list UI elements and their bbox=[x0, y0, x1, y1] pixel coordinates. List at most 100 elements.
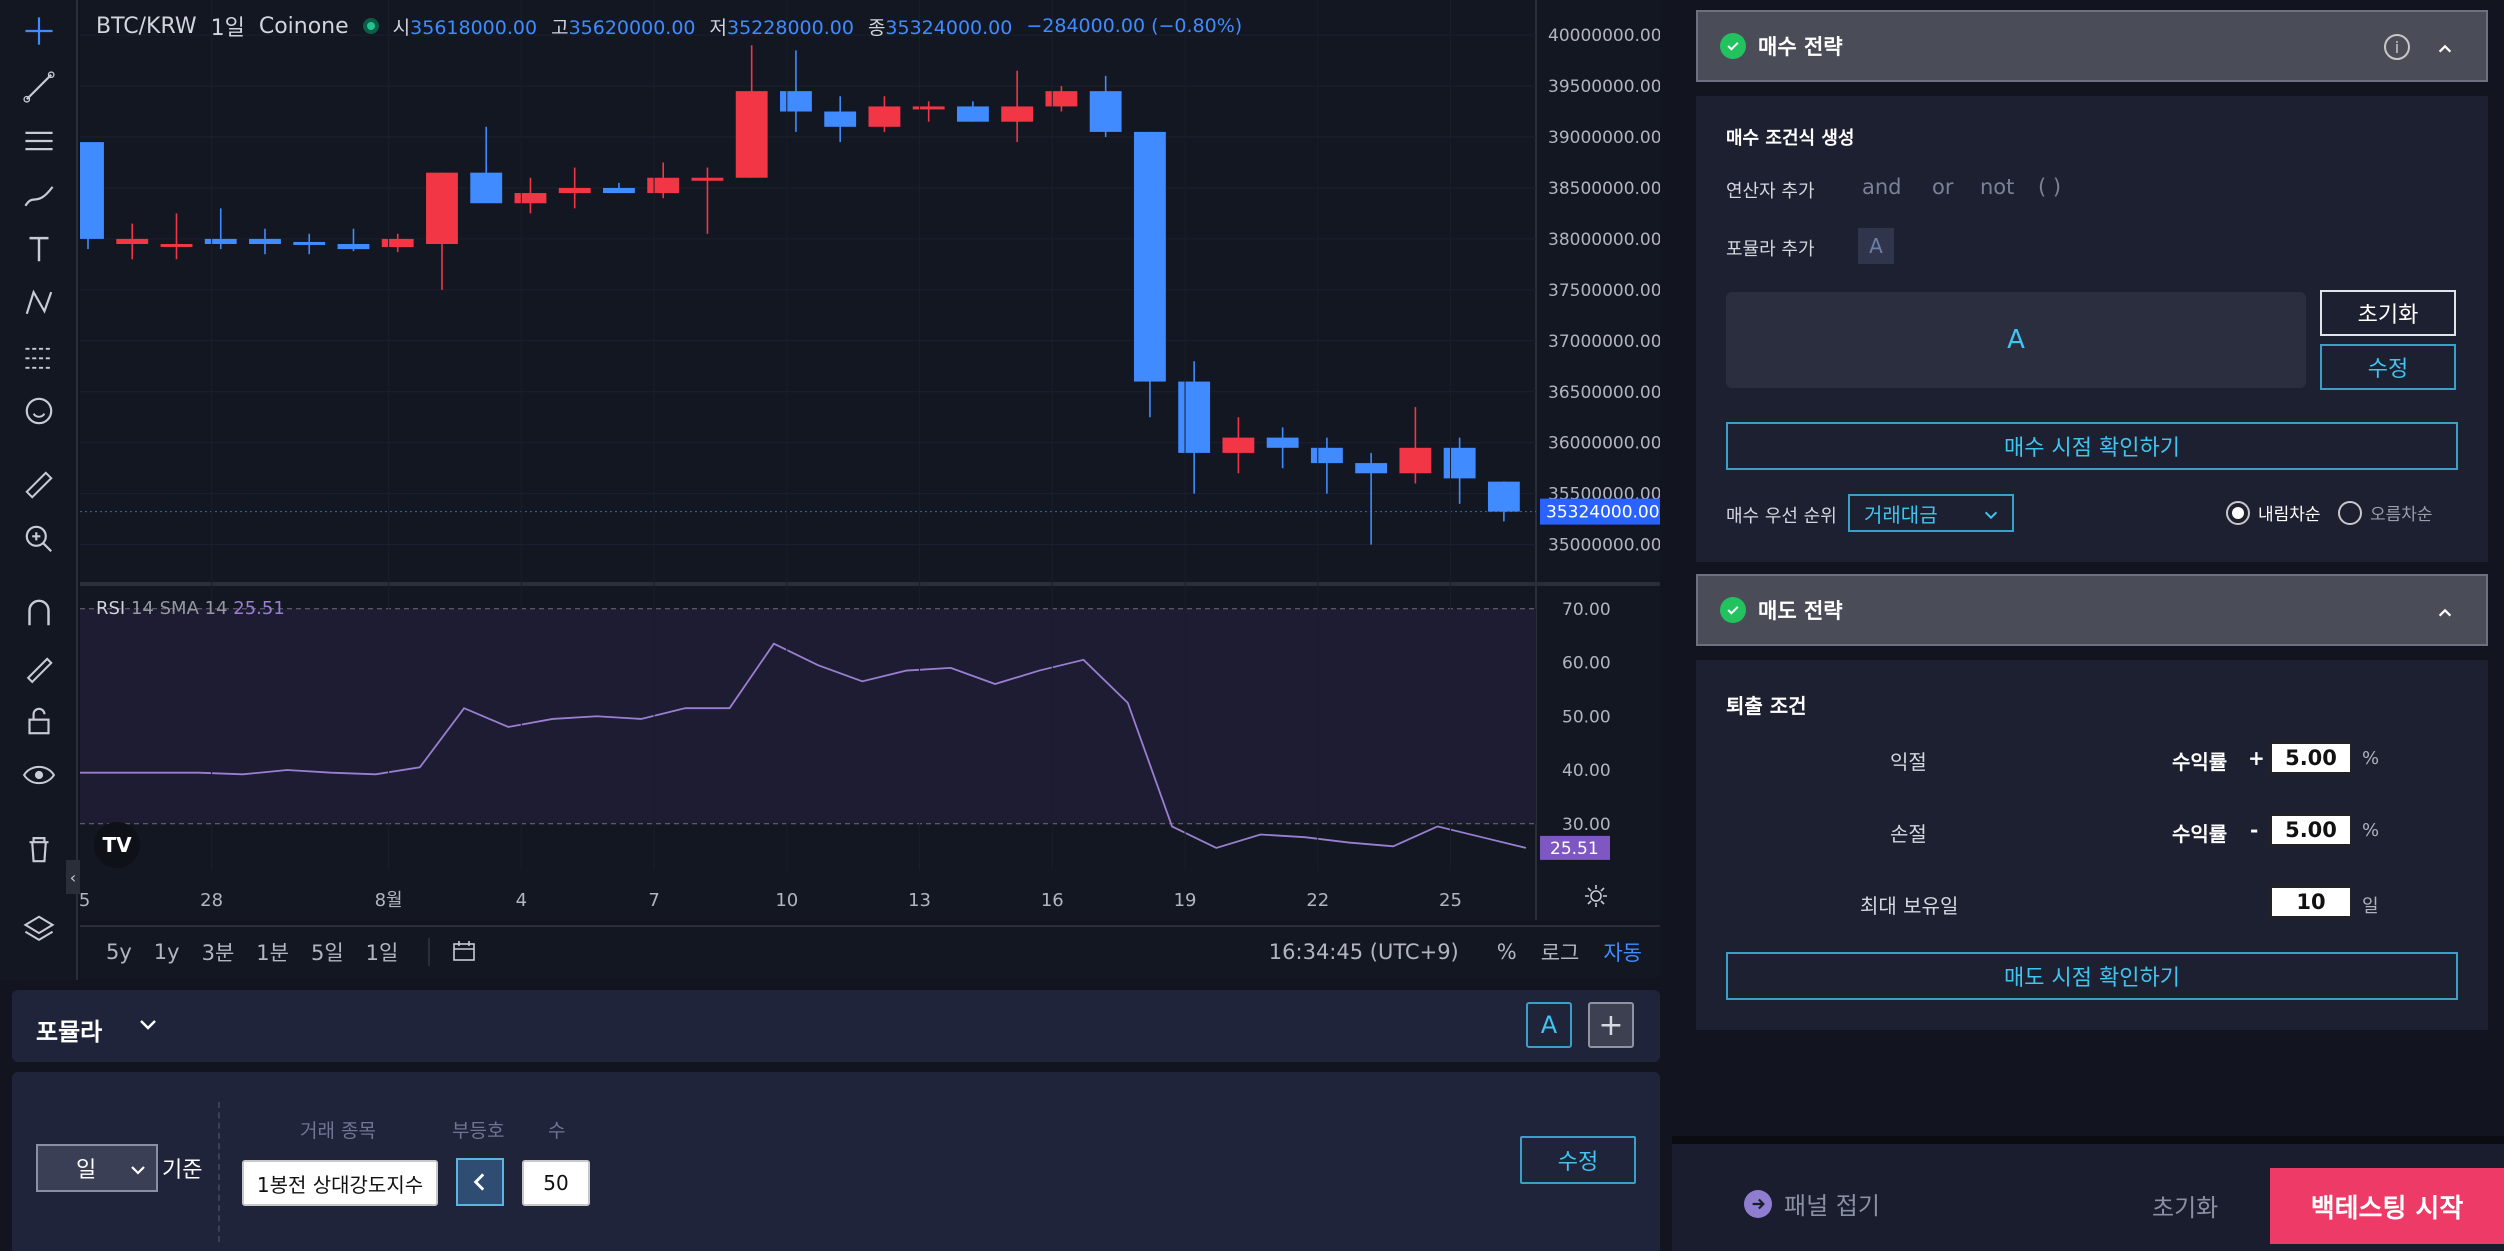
interval-label[interactable]: 1일 bbox=[210, 16, 245, 41]
candle-body bbox=[1178, 381, 1211, 453]
lock-icon[interactable] bbox=[14, 698, 64, 744]
rsi-tick-label: 30.00 bbox=[1562, 815, 1611, 835]
price-tick-label: 35000000.00 bbox=[1548, 536, 1660, 556]
high-value: 35620000.00 bbox=[568, 16, 696, 39]
buy-edit-button[interactable]: 수정 bbox=[2320, 344, 2456, 390]
chevron-up-icon[interactable] bbox=[2436, 40, 2454, 62]
rsi-band bbox=[80, 608, 1536, 824]
buy-formula-chip[interactable]: A bbox=[1858, 228, 1894, 264]
text-tool-icon[interactable] bbox=[14, 226, 64, 272]
price-tick-label: 37500000.00 bbox=[1548, 281, 1660, 301]
log-toggle[interactable]: 로그 bbox=[1540, 941, 1580, 965]
emoji-icon[interactable] bbox=[14, 388, 64, 434]
date-range-icon[interactable] bbox=[428, 938, 478, 966]
op-not[interactable]: not bbox=[1980, 175, 2015, 199]
trend-line-icon[interactable] bbox=[14, 64, 64, 110]
stop-loss-input[interactable]: 5.00 bbox=[2270, 814, 2352, 846]
forecast-icon[interactable] bbox=[14, 334, 64, 380]
add-formula-button[interactable]: + bbox=[1588, 1002, 1634, 1048]
sell-confirm-button[interactable]: 매도 시점 확인하기 bbox=[1726, 952, 2458, 1000]
lock-drawing-icon[interactable] bbox=[14, 644, 64, 690]
date-tick-label: 16 bbox=[1041, 890, 1064, 911]
chevron-down-icon[interactable] bbox=[136, 1012, 160, 1040]
footer-reset-button[interactable]: 초기화 bbox=[2152, 1194, 2219, 1222]
period-value: 일 bbox=[76, 1158, 97, 1183]
panel-footer: 패널 접기 초기화 백테스팅 시작 bbox=[1672, 1136, 2504, 1251]
buy-strategy-header[interactable]: 매수 전략 i bbox=[1696, 10, 2488, 82]
item-field[interactable]: 1봉전 상대강도지수 bbox=[242, 1160, 438, 1206]
minus-sign: - bbox=[2250, 818, 2259, 842]
chart-header: BTC/KRW 1일 Coinone 시35618000.00 고3562000… bbox=[96, 10, 1242, 42]
timeframe-5y[interactable]: 5y bbox=[106, 940, 132, 964]
check-icon bbox=[1720, 33, 1746, 59]
tradingview-logo[interactable]: TV bbox=[94, 822, 140, 868]
eye-icon[interactable] bbox=[14, 752, 64, 798]
formula-chip-a[interactable]: A bbox=[1526, 1002, 1572, 1048]
close-label: 종 bbox=[867, 16, 886, 39]
buy-confirm-button[interactable]: 매수 시점 확인하기 bbox=[1726, 422, 2458, 470]
rsi-value-badge bbox=[1540, 835, 1610, 860]
chart-settings-icon[interactable] bbox=[1582, 882, 1610, 910]
timeframe-1d[interactable]: 1일 bbox=[365, 941, 399, 965]
candle-body bbox=[558, 187, 591, 194]
symbol-name[interactable]: BTC/KRW bbox=[96, 13, 197, 39]
op-parens[interactable]: ( ) bbox=[2038, 175, 2062, 199]
candle-body bbox=[1089, 91, 1122, 132]
collapse-toolbar-icon[interactable]: ‹ bbox=[66, 860, 80, 894]
candle-body bbox=[381, 238, 414, 248]
fold-panel-button[interactable]: 패널 접기 bbox=[1744, 1186, 1880, 1221]
number-field[interactable]: 50 bbox=[522, 1160, 590, 1206]
date-tick-label: 10 bbox=[775, 890, 798, 911]
take-profit-label: 익절 bbox=[1890, 750, 1927, 774]
timeframe-1m[interactable]: 1분 bbox=[256, 941, 289, 965]
price-chart[interactable]: 40000000.00 39500000.00 39000000.00 3850000… bbox=[66, 0, 1660, 920]
candle-body bbox=[956, 106, 989, 122]
timeframe-3m[interactable]: 3분 bbox=[201, 941, 235, 965]
magnet-icon[interactable] bbox=[14, 590, 64, 636]
stop-loss-label: 손절 bbox=[1890, 822, 1927, 846]
sign-button[interactable] bbox=[456, 1158, 504, 1206]
radio-checked-icon bbox=[2226, 500, 2250, 525]
fib-lines-icon[interactable] bbox=[14, 118, 64, 164]
candle-body bbox=[1355, 463, 1388, 474]
timeframe-5d[interactable]: 5일 bbox=[310, 941, 344, 965]
candle-body bbox=[603, 187, 635, 194]
candle-body bbox=[80, 142, 104, 239]
op-and[interactable]: and bbox=[1862, 175, 1902, 199]
layers-icon[interactable] bbox=[14, 906, 64, 952]
start-backtest-button[interactable]: 백테스팅 시작 bbox=[2270, 1168, 2504, 1244]
timeframe-1y[interactable]: 1y bbox=[153, 940, 180, 964]
candle-body bbox=[1399, 447, 1432, 474]
pattern-icon[interactable] bbox=[14, 280, 64, 326]
sort-desc-label: 내림차순 bbox=[2258, 505, 2321, 525]
zoom-icon[interactable] bbox=[14, 516, 64, 562]
chart-canvas[interactable]: 40000000.00 39500000.00 39000000.00 3850000… bbox=[80, 0, 1660, 920]
rsi-tick-label: 60.00 bbox=[1562, 654, 1611, 674]
take-profit-input[interactable]: 5.00 bbox=[2270, 742, 2352, 774]
period-select[interactable]: 일 bbox=[36, 1144, 158, 1192]
sort-desc-radio[interactable]: 내림차순 bbox=[2226, 500, 2321, 525]
ruler-icon[interactable] bbox=[14, 462, 64, 508]
max-hold-label: 최대 보유일 bbox=[1860, 894, 1959, 918]
price-tick-label: 39000000.00 bbox=[1548, 128, 1660, 148]
buy-reset-button[interactable]: 초기화 bbox=[2320, 290, 2456, 336]
max-hold-input[interactable]: 10 bbox=[2270, 886, 2352, 918]
sell-strategy-header[interactable]: 매도 전략 bbox=[1696, 574, 2488, 646]
formula-add-label: 포뮬라 추가 bbox=[1726, 239, 1815, 260]
sort-asc-radio[interactable]: 오름차순 bbox=[2338, 500, 2433, 525]
candle-body bbox=[912, 106, 945, 110]
candle-body bbox=[337, 244, 370, 250]
crosshair-icon[interactable] bbox=[14, 8, 64, 54]
info-icon[interactable]: i bbox=[2384, 34, 2410, 60]
trash-icon[interactable] bbox=[14, 826, 64, 872]
rsi-tick-label: 70.00 bbox=[1562, 600, 1611, 620]
auto-toggle[interactable]: 자동 bbox=[1603, 941, 1642, 965]
brush-icon[interactable] bbox=[14, 172, 64, 218]
priority-select[interactable]: 거래대금 bbox=[1848, 494, 2014, 532]
formula-edit-button[interactable]: 수정 bbox=[1520, 1136, 1636, 1184]
buy-expression[interactable]: A bbox=[1726, 292, 2306, 388]
percent-toggle[interactable]: % bbox=[1496, 940, 1517, 964]
chevron-up-icon[interactable] bbox=[2436, 604, 2454, 626]
op-or[interactable]: or bbox=[1932, 175, 1954, 199]
item-column-label: 거래 종목 bbox=[300, 1120, 376, 1142]
